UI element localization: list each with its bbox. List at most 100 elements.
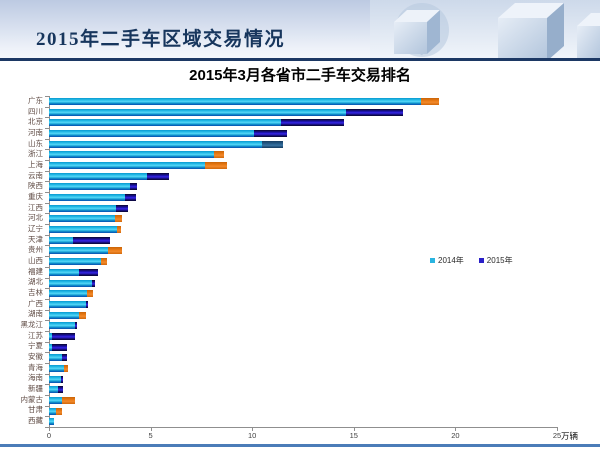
y-axis-label: 吉林	[28, 288, 43, 298]
cubes-decoration-image	[370, 0, 600, 61]
cube-icon	[394, 22, 427, 54]
y-axis-label: 北京	[28, 117, 43, 127]
y-axis-label: 湖北	[28, 277, 43, 287]
bar-segment-2014	[49, 407, 57, 415]
bar-row	[49, 407, 557, 415]
bar-segment-2014	[49, 183, 131, 191]
y-axis-label: 湖南	[28, 309, 43, 319]
bar-segment-2014	[49, 279, 92, 287]
bar-row	[49, 354, 557, 362]
y-axis-label: 陕西	[28, 181, 43, 191]
bar-segment-tip	[62, 396, 76, 404]
y-axis-label: 黑龙江	[20, 320, 44, 330]
y-axis-label: 江苏	[28, 330, 43, 340]
y-axis-tick	[45, 320, 49, 322]
bar-segment-tip	[58, 386, 64, 394]
x-axis-tick-label: 25	[552, 431, 562, 440]
y-axis-tick	[45, 160, 49, 162]
y-axis-label: 重庆	[28, 192, 43, 202]
y-axis-label: 河南	[28, 128, 43, 138]
y-axis-tick	[45, 96, 49, 97]
bar-row	[49, 236, 557, 244]
legend-swatch-icon	[478, 258, 484, 263]
legend-swatch-icon	[430, 258, 435, 263]
x-axis-tick	[455, 427, 457, 431]
bar-segment-tip	[79, 311, 86, 319]
y-axis-tick	[45, 309, 49, 311]
bar-segment-2014	[49, 386, 59, 394]
bar-segment-tip	[115, 215, 123, 223]
y-axis-label: 山西	[28, 256, 43, 266]
bar-row	[49, 108, 557, 116]
y-axis-label: 甘肃	[28, 405, 43, 415]
bar-row	[49, 140, 557, 148]
bar-row	[49, 386, 557, 394]
bar-row	[49, 279, 557, 287]
bar-segment-tip	[62, 354, 68, 362]
slide-title: 2015年二手车区域交易情况	[36, 29, 286, 50]
y-axis-tick	[45, 288, 49, 290]
y-axis-label: 安徽	[28, 352, 43, 362]
x-axis-tick	[557, 427, 558, 431]
bar-segment-2014	[49, 322, 76, 330]
bar-segment-2014	[49, 172, 147, 180]
y-axis-tick	[45, 192, 49, 194]
bar-row	[49, 311, 557, 319]
bar-segment-2014	[49, 162, 206, 170]
y-axis-label: 天津	[28, 234, 43, 244]
bar-row	[49, 268, 557, 276]
bar-row	[49, 343, 557, 351]
x-axis-unit-label: 万辆	[561, 431, 579, 441]
bar-segment-2014	[49, 332, 53, 340]
bar-segment-tip	[345, 108, 403, 116]
bar-segment-2014	[49, 194, 126, 202]
y-axis-label: 广东	[28, 96, 43, 105]
bar-segment-2014	[49, 98, 421, 105]
x-axis-tick	[150, 427, 152, 431]
bar-segment-tip	[64, 364, 69, 372]
bar-segment-tip	[125, 194, 137, 202]
y-axis-tick	[45, 117, 49, 119]
x-axis-tick	[353, 427, 355, 431]
bar-segment-2014	[49, 354, 63, 362]
bar-segment-tip	[213, 151, 224, 159]
bar-segment-tip	[91, 279, 95, 287]
bar-segment-2014	[49, 364, 65, 372]
legend: 2014年 2015年	[430, 255, 513, 266]
bar-segment-tip	[86, 290, 93, 298]
x-axis-tick	[252, 427, 254, 431]
y-axis-tick	[45, 362, 49, 364]
x-axis-tick	[49, 427, 50, 431]
bar-row	[49, 290, 557, 298]
footer-divider	[0, 444, 600, 447]
bar-segment-2014	[49, 258, 101, 266]
bar-row	[49, 183, 557, 191]
bar-row	[49, 151, 557, 159]
bar-segment-tip	[56, 407, 63, 415]
y-axis-labels: 广东 四川 北京 河南 山东 浙江 上海 云南 陕西 重庆 江西 河北 辽宁 天津 贵州 山西 福建 湖北 吉林 广西…	[0, 96, 46, 427]
bar-row	[49, 332, 557, 340]
bar-segment-tip	[205, 162, 227, 170]
legend-item: 2015年	[478, 255, 513, 266]
bar-segment-tip	[85, 300, 88, 308]
y-axis-tick	[45, 352, 49, 354]
y-axis-tick	[45, 277, 49, 279]
y-axis-label: 青海	[28, 362, 43, 372]
y-axis-label: 四川	[28, 106, 43, 116]
legend-item: 2014年	[430, 255, 464, 266]
bar-segment-2014	[49, 300, 86, 308]
bar-segment-2014	[49, 268, 80, 276]
bar-segment-tip	[130, 183, 138, 191]
x-axis-line	[46, 427, 558, 428]
bar-segment-2014	[49, 247, 108, 255]
bar-segment-2014	[49, 204, 117, 212]
chart-title: 2015年3月各省市二手车交易排名	[189, 67, 411, 84]
bar-segment-2014	[49, 375, 62, 383]
y-axis-label: 内蒙古	[20, 394, 44, 404]
x-axis-tick-label: 20	[451, 431, 460, 440]
y-axis-label: 海南	[28, 373, 43, 383]
bar-row	[49, 194, 557, 202]
bar-row	[49, 375, 557, 383]
bar-segment-2014	[49, 215, 116, 223]
bar-segment-tip	[61, 375, 64, 383]
